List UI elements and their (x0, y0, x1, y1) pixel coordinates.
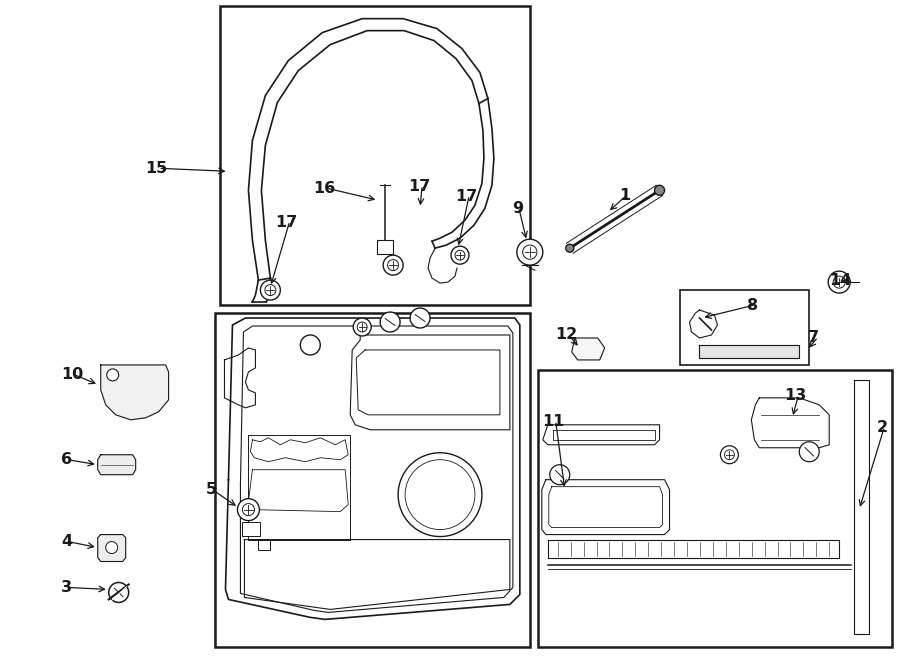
Polygon shape (98, 455, 136, 475)
Circle shape (523, 245, 537, 260)
Bar (215, 313, 530, 647)
Circle shape (265, 285, 276, 295)
Text: 15: 15 (146, 161, 168, 176)
Polygon shape (101, 365, 168, 420)
Circle shape (105, 542, 118, 553)
Circle shape (410, 308, 430, 328)
Text: 12: 12 (554, 328, 577, 342)
Text: 4: 4 (61, 534, 72, 549)
Text: 7: 7 (808, 330, 819, 346)
Circle shape (357, 322, 367, 332)
Text: 11: 11 (542, 414, 564, 430)
Circle shape (833, 276, 845, 288)
Circle shape (242, 504, 255, 516)
Text: 3: 3 (61, 580, 72, 595)
Circle shape (724, 449, 734, 459)
Text: 6: 6 (61, 452, 72, 467)
Circle shape (260, 280, 281, 300)
Text: 17: 17 (275, 214, 298, 230)
Circle shape (238, 498, 259, 520)
Bar (680, 290, 809, 365)
Text: 17: 17 (455, 189, 477, 204)
Circle shape (405, 459, 475, 530)
Polygon shape (98, 535, 126, 561)
Circle shape (107, 369, 119, 381)
Circle shape (353, 318, 371, 336)
Circle shape (654, 185, 664, 195)
Circle shape (455, 250, 465, 260)
Circle shape (451, 246, 469, 264)
Polygon shape (699, 345, 799, 358)
Text: 8: 8 (747, 297, 759, 312)
Circle shape (566, 244, 573, 252)
Text: 16: 16 (313, 181, 336, 196)
Text: 10: 10 (61, 367, 83, 383)
Text: 9: 9 (512, 201, 523, 216)
Bar (377, 240, 393, 254)
Bar (242, 522, 260, 536)
Text: 13: 13 (784, 389, 806, 403)
Text: 5: 5 (205, 482, 217, 497)
Circle shape (720, 446, 738, 463)
Circle shape (383, 255, 403, 275)
Text: 14: 14 (829, 273, 851, 287)
Circle shape (517, 239, 543, 265)
Circle shape (550, 465, 570, 485)
Circle shape (380, 312, 400, 332)
Circle shape (388, 260, 399, 271)
Text: 2: 2 (878, 420, 888, 436)
Bar (220, 6, 530, 305)
Bar (258, 540, 270, 549)
Bar (538, 370, 892, 647)
Circle shape (109, 583, 129, 602)
Text: 17: 17 (408, 179, 430, 194)
Circle shape (398, 453, 482, 537)
Circle shape (828, 271, 850, 293)
Circle shape (799, 442, 819, 461)
Text: 1: 1 (619, 188, 631, 203)
Polygon shape (572, 338, 605, 360)
Circle shape (301, 335, 320, 355)
